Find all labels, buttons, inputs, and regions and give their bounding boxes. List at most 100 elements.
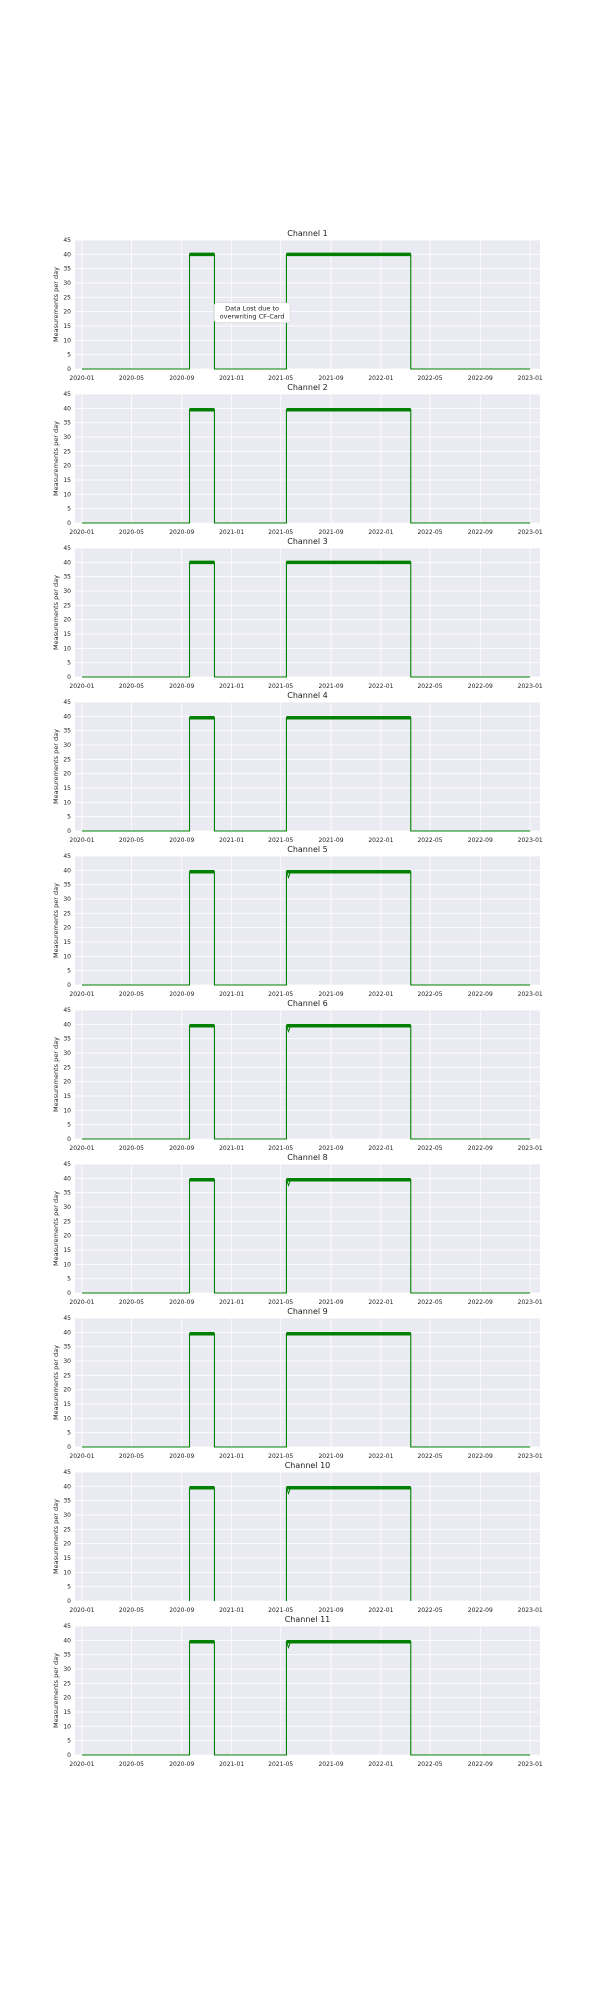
x-tick-label: 2021-05: [268, 991, 293, 998]
y-tick-label: 35: [63, 1190, 71, 1197]
x-tick-label: 2021-05: [268, 1453, 293, 1460]
x-tick-label: 2020-01: [69, 1607, 94, 1614]
x-tick-label: 2021-09: [318, 375, 343, 382]
y-tick-label: 45: [63, 1315, 71, 1322]
x-tick-label: 2023-01: [518, 1145, 543, 1152]
x-tick-label: 2022-09: [468, 683, 493, 690]
y-tick-label: 25: [63, 602, 71, 609]
x-tick-label: 2021-01: [219, 1607, 244, 1614]
x-tick-label: 2020-01: [69, 1453, 94, 1460]
y-tick-label: 25: [63, 756, 71, 763]
y-axis-label: Measurements per day: [52, 1191, 60, 1266]
y-tick-label: 0: [67, 366, 71, 373]
y-tick-label: 10: [63, 337, 71, 344]
x-tick-label: 2020-05: [119, 1145, 144, 1152]
y-tick-label: 40: [63, 1329, 71, 1336]
y-tick-label: 0: [67, 982, 71, 989]
x-tick-label: 2020-05: [119, 1299, 144, 1306]
x-tick-label: 2022-01: [368, 1453, 393, 1460]
series-line: [81, 871, 531, 986]
y-tick-label: 30: [63, 280, 71, 287]
x-tick-label: 2023-01: [518, 1453, 543, 1460]
y-tick-label: 10: [63, 1261, 71, 1268]
x-tick-label: 2021-01: [219, 1453, 244, 1460]
y-tick-label: 10: [63, 1415, 71, 1422]
series-line: [81, 717, 531, 832]
y-tick-label: 45: [63, 1007, 71, 1014]
x-tick-label: 2021-01: [219, 529, 244, 536]
plot-area: [75, 1626, 540, 1755]
x-tick-label: 2021-09: [318, 529, 343, 536]
y-tick-label: 15: [63, 1401, 71, 1408]
x-tick-label: 2020-09: [169, 837, 194, 844]
y-tick-label: 15: [63, 1555, 71, 1562]
y-axis-label: Measurements per day: [52, 267, 60, 342]
plot-area: [75, 240, 540, 369]
x-tick-label: 2022-05: [417, 1299, 442, 1306]
x-tick-label: 2021-09: [318, 1761, 343, 1768]
series-dip: [286, 1641, 291, 1650]
y-tick-label: 0: [67, 828, 71, 835]
x-tick-label: 2021-01: [219, 1761, 244, 1768]
y-tick-label: 10: [63, 645, 71, 652]
x-tick-label: 2022-05: [417, 1145, 442, 1152]
x-tick-label: 2020-01: [69, 375, 94, 382]
x-tick-label: 2022-05: [417, 1761, 442, 1768]
x-tick-label: 2020-01: [69, 1761, 94, 1768]
y-tick-label: 20: [63, 925, 71, 932]
x-tick-label: 2021-09: [318, 1145, 343, 1152]
x-tick-label: 2021-01: [219, 837, 244, 844]
y-tick-label: 5: [67, 1122, 71, 1129]
y-tick-label: 30: [63, 1512, 71, 1519]
x-tick-label: 2021-05: [268, 1761, 293, 1768]
y-axis-label: Measurements per day: [52, 729, 60, 804]
y-tick-label: 15: [63, 1247, 71, 1254]
y-tick-label: 5: [67, 352, 71, 359]
x-tick-label: 2020-05: [119, 683, 144, 690]
panel-title: Channel 4: [287, 691, 327, 700]
y-tick-label: 20: [63, 309, 71, 316]
y-tick-label: 0: [67, 674, 71, 681]
x-tick-label: 2020-01: [69, 529, 94, 536]
y-tick-label: 20: [63, 771, 71, 778]
x-tick-label: 2023-01: [518, 1761, 543, 1768]
y-tick-label: 15: [63, 477, 71, 484]
y-tick-label: 40: [63, 1483, 71, 1490]
y-tick-label: 5: [67, 506, 71, 513]
y-tick-label: 10: [63, 1107, 71, 1114]
x-tick-label: 2020-01: [69, 1299, 94, 1306]
x-tick-label: 2020-05: [119, 1453, 144, 1460]
y-tick-label: 40: [63, 251, 71, 258]
series-dip: [286, 1487, 291, 1496]
y-tick-label: 0: [67, 1598, 71, 1605]
panel-title: Channel 11: [285, 1615, 331, 1624]
y-tick-label: 5: [67, 1584, 71, 1591]
y-axis-label: Measurements per day: [52, 1499, 60, 1574]
y-tick-label: 5: [67, 968, 71, 975]
x-tick-label: 2021-09: [318, 837, 343, 844]
y-tick-label: 45: [63, 1469, 71, 1476]
x-tick-label: 2022-05: [417, 1607, 442, 1614]
y-tick-label: 40: [63, 1637, 71, 1644]
x-tick-label: 2022-05: [417, 683, 442, 690]
y-tick-label: 10: [63, 799, 71, 806]
y-tick-label: 45: [63, 545, 71, 552]
x-tick-label: 2022-09: [468, 1453, 493, 1460]
plot-area: [75, 1472, 540, 1601]
x-tick-label: 2021-05: [268, 529, 293, 536]
y-tick-label: 40: [63, 867, 71, 874]
y-tick-label: 20: [63, 1541, 71, 1548]
x-tick-label: 2020-01: [69, 991, 94, 998]
y-tick-label: 40: [63, 713, 71, 720]
y-tick-label: 25: [63, 1680, 71, 1687]
panel-title: Channel 8: [287, 1153, 327, 1162]
y-tick-label: 45: [63, 237, 71, 244]
x-tick-label: 2021-09: [318, 1299, 343, 1306]
panel-title: Channel 10: [285, 1461, 331, 1470]
x-tick-label: 2020-05: [119, 991, 144, 998]
y-tick-label: 0: [67, 1752, 71, 1759]
series-line: [81, 1179, 531, 1294]
channel-panel: 0 5 10 15 20 25 30 35 40 45 2020-01 2020-05 2020-09 2…: [52, 383, 543, 536]
y-tick-label: 40: [63, 405, 71, 412]
y-tick-label: 5: [67, 1430, 71, 1437]
